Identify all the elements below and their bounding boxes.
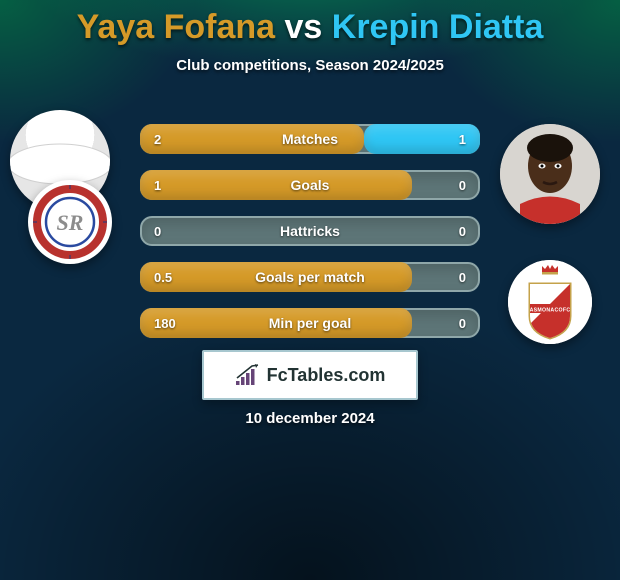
stat-row: 0Hattricks0 [140, 216, 480, 246]
page-title: Yaya Fofana vs Krepin Diatta [0, 0, 620, 47]
branding-box: FcTables.com [202, 350, 418, 400]
stat-label: Min per goal [210, 315, 410, 331]
stat-left-value: 1 [140, 178, 210, 193]
branding-icon [235, 364, 261, 386]
club2-badge: ASMONACOFC [508, 260, 592, 344]
stat-right-value: 1 [410, 132, 480, 147]
stat-label: Matches [210, 131, 410, 147]
stat-right-value: 0 [410, 224, 480, 239]
club1-badge: SR [28, 180, 112, 264]
svg-text:SR: SR [57, 210, 84, 235]
stat-label: Hattricks [210, 223, 410, 239]
player2-name: Krepin Diatta [332, 8, 544, 46]
subtitle: Club competitions, Season 2024/2025 [0, 57, 620, 74]
stat-row: 2Matches1 [140, 124, 480, 154]
stat-right-value: 0 [410, 316, 480, 331]
stat-right-value: 0 [410, 178, 480, 193]
stat-left-value: 2 [140, 132, 210, 147]
date-text: 10 december 2024 [0, 410, 620, 427]
stat-left-value: 0.5 [140, 270, 210, 285]
stats-rows: 2Matches11Goals00Hattricks00.5Goals per … [140, 124, 480, 354]
svg-text:ASMONACOFC: ASMONACOFC [530, 308, 571, 314]
vs-text: vs [275, 8, 332, 46]
stat-right-value: 0 [410, 270, 480, 285]
player1-name: Yaya Fofana [77, 8, 275, 46]
stat-row: 180Min per goal0 [140, 308, 480, 338]
stat-row: 0.5Goals per match0 [140, 262, 480, 292]
stat-label: Goals [210, 177, 410, 193]
stat-left-value: 0 [140, 224, 210, 239]
branding-text: FcTables.com [267, 365, 386, 386]
stat-label: Goals per match [210, 269, 410, 285]
stat-row: 1Goals0 [140, 170, 480, 200]
player2-avatar [500, 124, 600, 224]
stat-left-value: 180 [140, 316, 210, 331]
